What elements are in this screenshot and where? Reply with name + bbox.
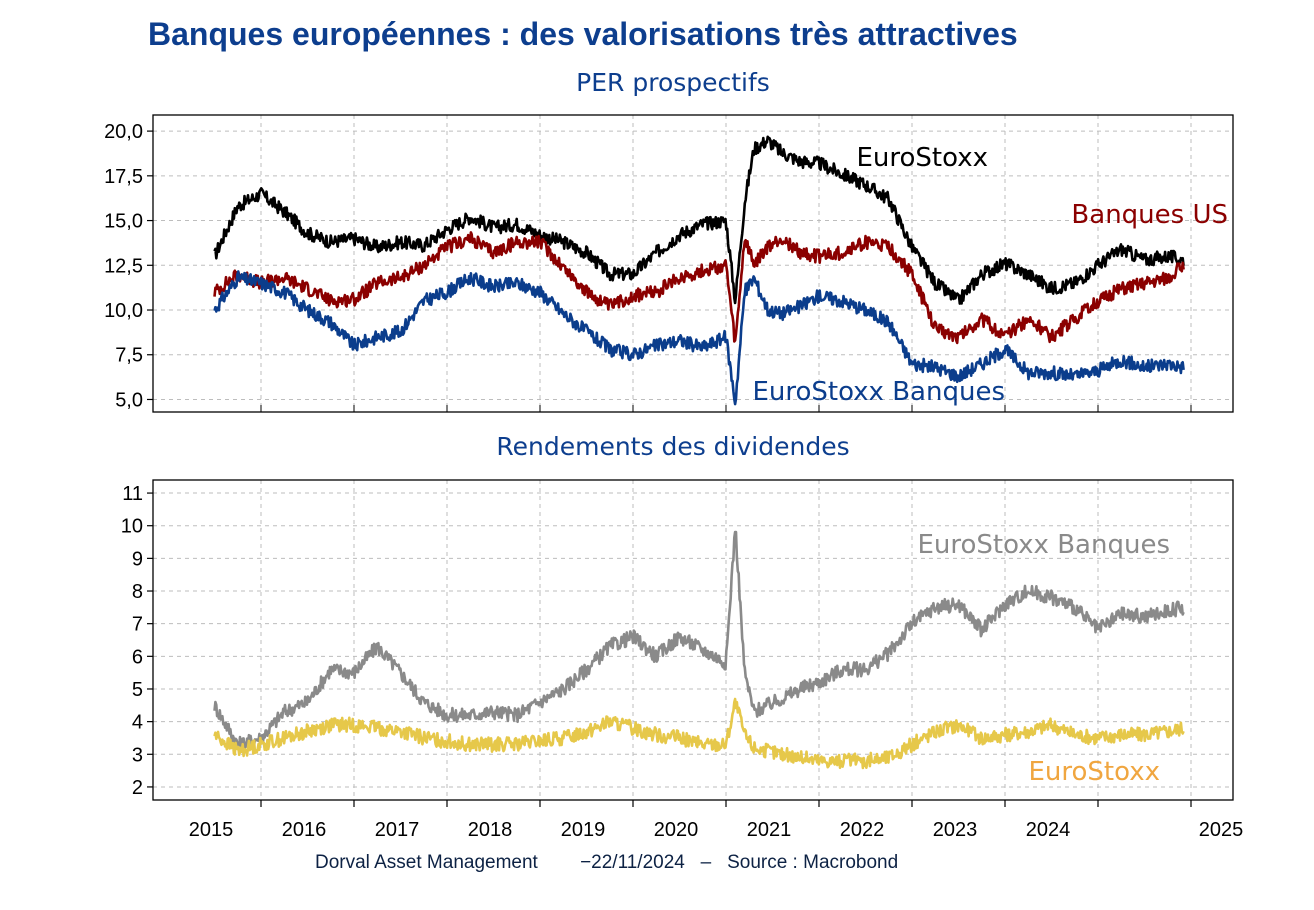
x-tick-label-2023: 2023	[933, 819, 978, 841]
x-tick-label-2018: 2018	[468, 819, 513, 841]
dividend-ytick-label-2: 4	[132, 712, 143, 734]
dividend-ytick-label-1: 3	[132, 744, 143, 766]
per-ytick-label-6: 20,0	[104, 121, 143, 143]
x-tick-label-2019: 2019	[561, 819, 606, 841]
per-legend-label-banques-us: Banques US	[1071, 200, 1228, 230]
dividend-ytick-label-3: 5	[132, 679, 143, 701]
top-chart-subtitle: PER prospectifs	[576, 68, 770, 97]
per-series-eurostoxx-banques	[213, 270, 1185, 406]
per-legend-label-eurostoxx: EuroStoxx	[856, 143, 988, 173]
dividend-ytick-label-6: 8	[132, 581, 143, 603]
x-tick-label-2015: 2015	[189, 819, 234, 841]
dividend-ytick-label-5: 7	[132, 614, 143, 636]
per-ytick-label-1: 7,5	[115, 345, 143, 367]
x-tick-label-2020: 2020	[654, 819, 699, 841]
dividend-series-eurostoxx-banques	[213, 530, 1185, 752]
per-ytick-label-4: 15,0	[104, 211, 143, 233]
per-series-banques-us	[213, 231, 1185, 345]
dividend-ytick-label-9: 11	[122, 483, 143, 505]
per-plot-frame	[152, 114, 1234, 413]
per-series-eurostoxx	[213, 135, 1185, 305]
dividend-ytick-label-7: 9	[132, 548, 143, 570]
chart-main-title: Banques européennes : des valorisations …	[148, 16, 1018, 52]
per-legend-label-eurostoxx-banques: EuroStoxx Banques	[752, 377, 1005, 407]
per-ytick-label-2: 10,0	[104, 300, 143, 322]
per-ytick-label-0: 5,0	[115, 389, 143, 411]
per-ytick-label-5: 17,5	[104, 166, 143, 188]
dividend-chart-panel: 2 3 4 5 6 7 8 9 10 11 EuroStoxx Banques EuroStoxx	[121, 479, 1234, 801]
dividend-legend-label-eurostoxx-banques: EuroStoxx Banques	[917, 530, 1170, 560]
dividend-plot-frame	[152, 479, 1234, 801]
per-chart-panel: 5,0 7,5 10,0 12,5 15,0 17,5 20,0 EuroStoxx Banqu…	[104, 114, 1234, 413]
source-footer: Dorval Asset Management −22/11/2024 – So…	[315, 852, 899, 873]
bottom-chart-subtitle: Rendements des dividendes	[496, 432, 850, 461]
x-axis: 2015 2016 2017 2018 2019 2020 2021 2022 2023 2024…	[189, 405, 1244, 841]
x-tick-label-2024: 2024	[1026, 819, 1071, 841]
dividend-series-eurostoxx	[213, 697, 1185, 770]
dividend-ytick-label-8: 10	[121, 516, 143, 538]
x-tick-label-2017: 2017	[375, 819, 420, 841]
dividend-ytick-label-0: 2	[132, 777, 143, 799]
dividend-legend-label-eurostoxx: EuroStoxx	[1028, 757, 1160, 787]
x-tick-label-2025: 2025	[1199, 819, 1244, 841]
dividend-ytick-label-4: 6	[132, 646, 143, 668]
per-ytick-label-3: 12,5	[104, 255, 143, 277]
x-tick-label-2016: 2016	[282, 819, 327, 841]
x-tick-label-2022: 2022	[840, 819, 885, 841]
x-tick-label-2021: 2021	[747, 819, 792, 841]
